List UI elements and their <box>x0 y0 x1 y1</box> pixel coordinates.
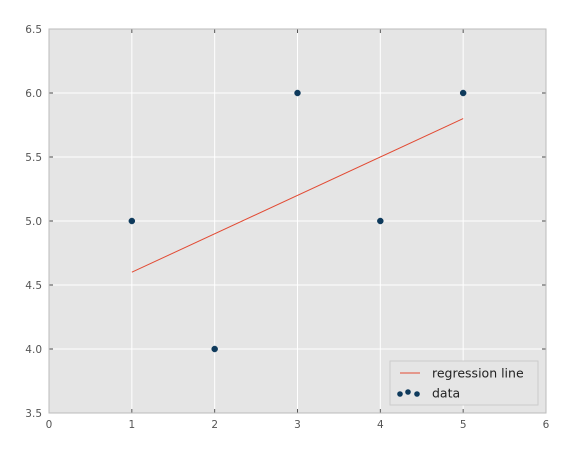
legend-marker-swatch <box>397 391 403 397</box>
data-point <box>459 89 467 97</box>
legend-marker-swatch <box>414 391 420 397</box>
y-tick-label: 3.5 <box>25 408 42 420</box>
legend-label: data <box>432 386 460 401</box>
x-tick-label: 2 <box>211 419 218 431</box>
y-tick-label: 6.5 <box>25 24 42 36</box>
plot-frame <box>48 28 547 414</box>
data-point <box>128 217 136 225</box>
legend-box <box>389 360 539 406</box>
series-layer <box>128 89 467 353</box>
x-tick-label: 5 <box>460 419 467 431</box>
legend: regression line data <box>389 360 539 406</box>
axis-ticks: 0 1 2 3 4 5 6 3.5 4.0 4.5 5.0 5.5 6.0 6.5 <box>25 24 549 431</box>
x-tick-label: 4 <box>377 419 384 431</box>
legend-label: regression line <box>432 366 524 381</box>
y-tick-label: 4.0 <box>25 344 42 356</box>
y-tick-label: 5.5 <box>25 152 42 164</box>
y-tick-label: 6.0 <box>25 88 42 100</box>
y-tick-label: 5.0 <box>25 216 42 228</box>
x-tick-label: 3 <box>294 419 301 431</box>
x-tick-label: 1 <box>128 419 135 431</box>
legend-marker-swatch <box>405 389 411 395</box>
data-point <box>294 89 301 97</box>
x-tick-label: 6 <box>543 419 550 431</box>
x-tick-label: 0 <box>46 419 53 431</box>
y-tick-label: 4.5 <box>25 280 42 292</box>
data-point <box>377 217 384 225</box>
regression-line <box>131 118 464 273</box>
data-point <box>211 345 218 353</box>
